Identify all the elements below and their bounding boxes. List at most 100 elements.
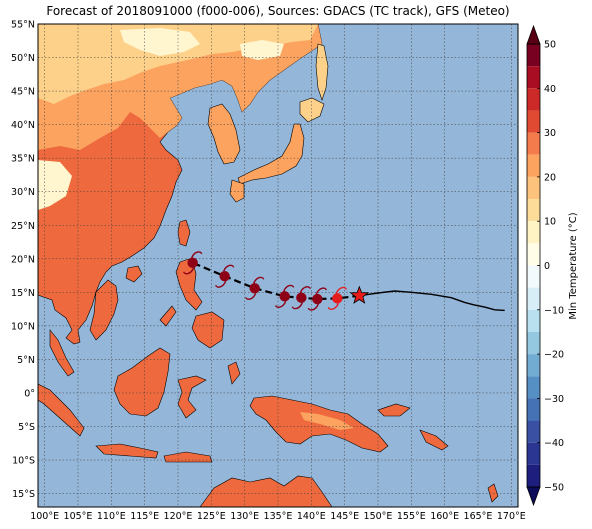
lon-tick-label: 140°E: [297, 511, 326, 522]
lon-tick-label: 125°E: [197, 511, 226, 522]
typhoon-icon: [215, 264, 235, 288]
lon-tick-label: 165°E: [464, 511, 493, 522]
colorbar-bin: [527, 88, 540, 111]
typhoon-icon: [291, 286, 311, 310]
lon-tick-label: 160°E: [430, 511, 459, 522]
land-sulawesi: [177, 375, 207, 419]
colorbar-label: Min Temperature (°C): [568, 212, 579, 319]
colorbar-extend-bottom: [526, 486, 541, 507]
lat-tick-label: 0°: [24, 388, 35, 399]
land-cool-mongolia: [240, 40, 284, 60]
map-title: Forecast of 2018091000 (f000-006), Sourc…: [46, 4, 510, 18]
gridlines: [38, 24, 518, 507]
land-palawan: [159, 305, 177, 327]
past-track-line: [359, 290, 505, 312]
colorbar-bin: [527, 199, 540, 222]
lon-tick-label: 105°E: [64, 511, 93, 522]
colorbar-bin: [527, 265, 540, 288]
colorbar-extend-top: [526, 24, 541, 45]
colorbar-tick-label: −20: [544, 350, 564, 361]
land-kyushu: [229, 179, 245, 203]
colorbar-tick-label: 10: [544, 217, 556, 228]
land-halmahera: [227, 361, 241, 385]
colorbar-bin: [527, 66, 540, 89]
map-frame: [37, 23, 519, 508]
colorbar-tick-label: −10: [544, 305, 564, 316]
land-honshu: [237, 123, 305, 185]
land-sumatra: [38, 383, 85, 437]
lat-tick-label: 55°N: [11, 20, 35, 31]
land-vanuatu: [487, 483, 499, 503]
lon-tick-label: 130°E: [230, 511, 259, 522]
lat-tick-label: 15°S: [12, 489, 35, 500]
colorbar-bin: [527, 176, 540, 200]
typhoon-icon: [275, 284, 295, 308]
lat-tick-label: 10°N: [11, 321, 35, 332]
land-hokkaido: [299, 97, 325, 123]
lon-tick-label: 115°E: [130, 511, 159, 522]
forecast-markers: [183, 251, 347, 311]
lat-tick-label: 30°N: [11, 187, 35, 198]
lon-tick-label: 155°E: [397, 511, 426, 522]
map-area: [38, 24, 518, 507]
lat-tick-label: 50°N: [11, 53, 35, 64]
colorbar-bin: [527, 243, 540, 266]
typhoon-icon: [183, 251, 203, 275]
latitude-labels: 55°N 50°N 45°N 40°N 35°N 30°N 25°N 20°N 15°N 10°N…: [11, 20, 35, 501]
tropical-storm-icon: [327, 286, 347, 310]
land-cool-north: [120, 28, 200, 56]
lon-tick-label: 150°E: [364, 511, 393, 522]
lat-tick-label: 5°S: [18, 422, 35, 433]
colorbar-tick-label: 40: [544, 84, 556, 95]
colorbar-bin: [527, 464, 540, 487]
lon-tick-label: 135°E: [264, 511, 293, 522]
colorbar-bin: [527, 420, 540, 443]
land-masses: [38, 24, 499, 507]
lon-tick-label: 100°E: [30, 511, 59, 522]
colorbar-tick-label: 0: [544, 261, 550, 272]
lat-tick-label: 15°N: [11, 288, 35, 299]
cyclone-track: [183, 251, 505, 312]
land-sakhalin: [315, 43, 329, 101]
longitude-labels: 100°E 105°E 110°E 115°E 120°E 125°E 130°E 135°E…: [30, 511, 526, 522]
colorbar-tick-label: 30: [544, 128, 556, 139]
land-solomons: [419, 429, 449, 451]
land-new-britain: [377, 403, 411, 417]
lon-tick-label: 120°E: [164, 511, 193, 522]
colorbar-bin: [527, 154, 540, 177]
colorbar-tick-label: 20: [544, 172, 556, 183]
colorbar-bins: [527, 44, 540, 487]
land-borneo: [113, 347, 171, 417]
colorbar-tick-label: −30: [544, 394, 564, 405]
colorbar-bin: [527, 442, 540, 465]
colorbar-tick-label: 50: [544, 40, 556, 51]
colorbar-tick-label: −40: [544, 438, 564, 449]
land-korea: [207, 103, 241, 165]
colorbar-bin: [527, 398, 540, 421]
land-cool-west: [38, 160, 72, 210]
lon-tick-label: 145°E: [330, 511, 359, 522]
land-malay: [49, 329, 75, 377]
land-mindanao: [191, 311, 225, 349]
colorbar-bin: [527, 110, 540, 133]
colorbar-bin: [527, 309, 540, 332]
land-new-guinea: [249, 395, 389, 453]
colorbar-bin: [527, 331, 540, 355]
colorbar-bin: [527, 221, 540, 244]
colorbar-bin: [527, 44, 540, 67]
colorbar-bin: [527, 132, 540, 155]
lon-tick-label: 170°E: [497, 511, 526, 522]
colorbar: 50 40 30 20 10 0 −10 −20 −30 −40 −50 Min Temperatu…: [526, 24, 579, 507]
land-vietnam: [89, 279, 119, 341]
lat-tick-label: 45°N: [11, 87, 35, 98]
lat-tick-label: 5°N: [17, 355, 35, 366]
lat-tick-label: 40°N: [11, 120, 35, 131]
colorbar-bin: [527, 287, 540, 310]
lat-tick-label: 25°N: [11, 221, 35, 232]
land-lesser-sunda: [163, 451, 213, 463]
colorbar-bin: [527, 376, 540, 399]
lat-tick-label: 20°N: [11, 254, 35, 265]
lat-tick-label: 35°N: [11, 154, 35, 165]
star-icon: [349, 285, 369, 304]
